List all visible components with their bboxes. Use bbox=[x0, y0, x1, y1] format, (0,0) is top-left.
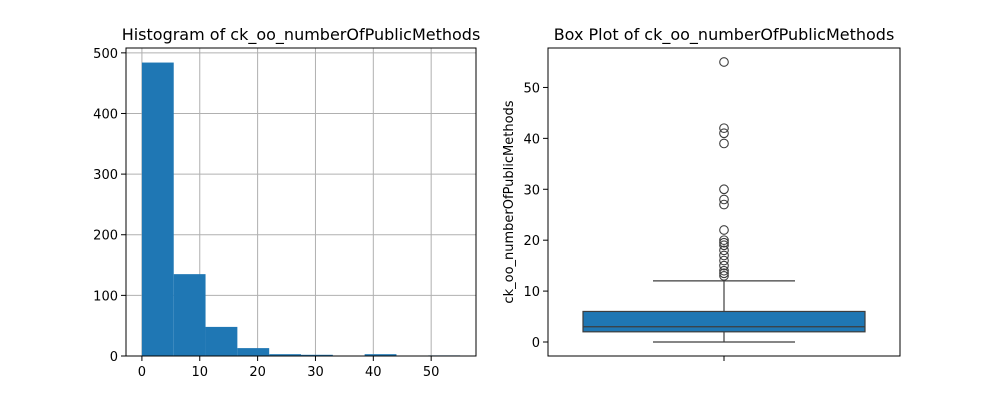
histogram-title: Histogram of ck_oo_numberOfPublicMethods bbox=[122, 25, 481, 45]
box-outlier-point bbox=[719, 260, 729, 271]
box-outlier-point bbox=[719, 270, 729, 281]
histogram-y-tick-label: 500 bbox=[93, 47, 118, 62]
box-plot-y-axis-label: ck_oo_numberOfPublicMethods bbox=[502, 100, 517, 303]
histogram-x-tick-label: 10 bbox=[191, 365, 208, 380]
histogram-chart: Histogram of ck_oo_numberOfPublicMethods… bbox=[93, 25, 480, 380]
box-plot-outliers bbox=[719, 57, 729, 281]
box-plot-body bbox=[582, 280, 866, 343]
box-outlier-point bbox=[719, 194, 729, 205]
box-outlier-point bbox=[719, 57, 729, 67]
box-plot-y-tick-label: 0 bbox=[532, 336, 540, 351]
box-outlier-point bbox=[719, 235, 729, 246]
box-plot-y-tick-label: 50 bbox=[523, 81, 540, 96]
box-plot-y-tick-label: 20 bbox=[523, 234, 540, 249]
histogram-axes-frame bbox=[125, 47, 477, 357]
histogram-y-tick-label: 200 bbox=[93, 229, 118, 244]
histogram-x-tick-label: 50 bbox=[423, 365, 440, 380]
box-outlier-point bbox=[719, 237, 729, 248]
box-outlier-point bbox=[719, 245, 729, 256]
box-outlier-point bbox=[719, 268, 729, 279]
histogram-y-ticks: 0 100 200 300 400 500 bbox=[93, 47, 126, 365]
histogram-y-tick-label: 300 bbox=[93, 168, 118, 183]
histogram-bar bbox=[269, 354, 301, 356]
box-outlier-point bbox=[719, 199, 729, 210]
box-plot-chart: Box Plot of ck_oo_numberOfPublicMethods … bbox=[502, 25, 901, 361]
box-outlier-point bbox=[719, 255, 729, 266]
histogram-bars bbox=[141, 62, 461, 357]
histogram-y-tick-label: 400 bbox=[93, 107, 118, 122]
box-plot-y-tick-label: 10 bbox=[523, 285, 540, 300]
box-outlier-point bbox=[719, 128, 729, 139]
histogram-bar bbox=[205, 326, 238, 356]
histogram-x-tick-label: 30 bbox=[307, 365, 324, 380]
histogram-bar bbox=[141, 62, 174, 357]
histogram-x-ticks: 0 10 20 30 40 50 bbox=[138, 356, 440, 380]
box-outlier-point bbox=[719, 225, 729, 235]
histogram-bar bbox=[173, 274, 206, 356]
box-outlier-point bbox=[719, 250, 729, 261]
box-plot-y-ticks: 0 10 20 30 40 50 bbox=[523, 81, 548, 351]
histogram-bar bbox=[237, 348, 270, 356]
histogram-bar bbox=[364, 354, 397, 356]
histogram-x-tick-label: 20 bbox=[249, 365, 266, 380]
histogram-bar bbox=[301, 354, 333, 356]
box-outlier-point bbox=[719, 123, 729, 134]
histogram-y-tick-label: 100 bbox=[93, 289, 118, 304]
box-iqr bbox=[582, 310, 866, 333]
box-plot-y-tick-label: 30 bbox=[523, 183, 540, 198]
box-plot-y-tick-label: 40 bbox=[523, 132, 540, 147]
box-outlier-point bbox=[719, 240, 729, 251]
box-plot-title: Box Plot of ck_oo_numberOfPublicMethods bbox=[554, 25, 895, 45]
histogram-y-tick-label: 0 bbox=[110, 350, 118, 365]
box-outlier-point bbox=[719, 265, 729, 276]
box-outlier-point bbox=[719, 184, 729, 195]
box-outlier-point bbox=[719, 138, 729, 149]
histogram-x-tick-label: 40 bbox=[365, 365, 382, 380]
histogram-x-tick-label: 0 bbox=[138, 365, 146, 380]
